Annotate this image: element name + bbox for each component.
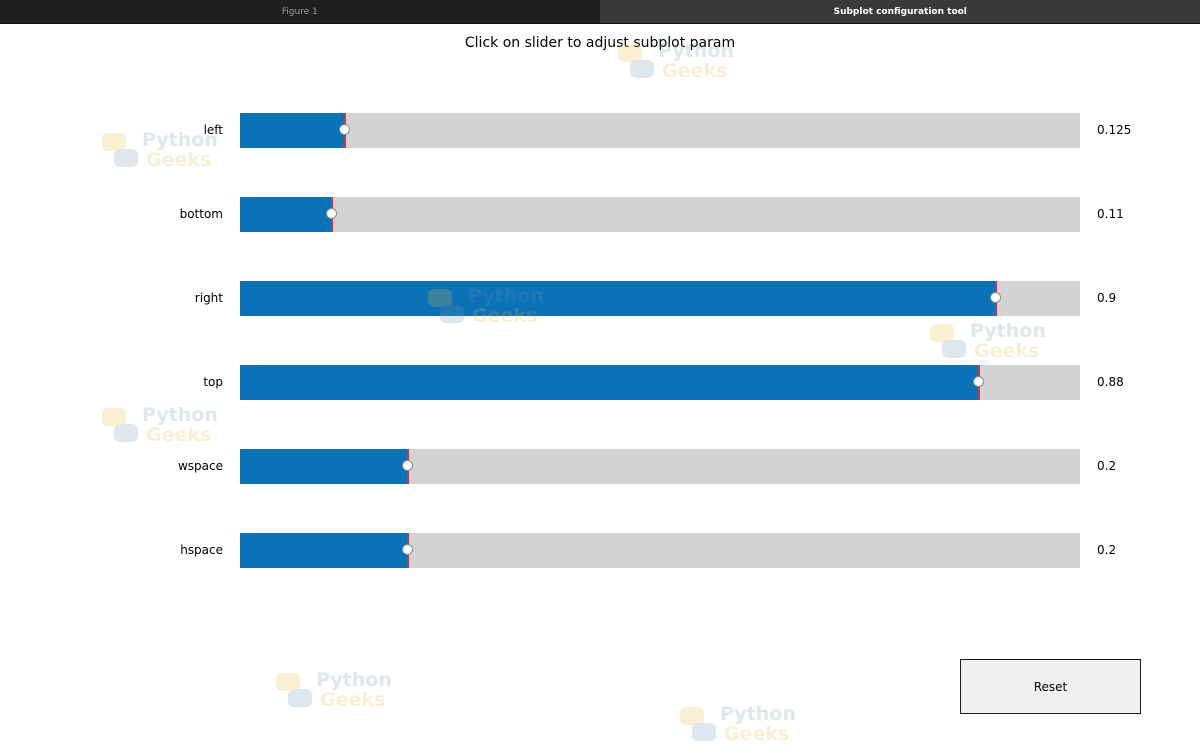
slider-row-top: top 0.88 [0, 365, 1200, 400]
watermark-line2: Geeks [146, 424, 212, 446]
watermark-line2: Geeks [662, 60, 728, 82]
watermark-line2: Geeks [320, 689, 386, 711]
slider-value: 0.11 [1097, 207, 1124, 221]
python-logo-icon [930, 324, 966, 358]
slider-fill [240, 281, 996, 316]
slider-top[interactable] [240, 365, 1080, 400]
slider-wspace[interactable] [240, 449, 1080, 484]
slider-row-hspace: hspace 0.2 [0, 533, 1200, 568]
python-logo-icon [102, 408, 138, 442]
slider-handle[interactable] [339, 124, 350, 135]
watermark-line2: Geeks [974, 340, 1040, 362]
watermark-line1: Python [970, 320, 1046, 342]
slider-row-bottom: bottom 0.11 [0, 197, 1200, 232]
page-title: Click on slider to adjust subplot param [464, 35, 736, 51]
watermark-line1: Python [720, 703, 796, 725]
slider-handle[interactable] [402, 460, 413, 471]
slider-handle[interactable] [973, 376, 985, 387]
tab-figure-1[interactable]: Figure 1 [0, 0, 601, 24]
slider-row-wspace: wspace 0.2 [0, 449, 1200, 484]
slider-fill [240, 365, 980, 400]
tab-bar: Figure 1 Subplot configuration tool [0, 0, 1200, 24]
slider-left[interactable] [240, 113, 1080, 148]
slider-value: 0.9 [1097, 291, 1117, 305]
slider-value: 0.125 [1097, 123, 1132, 137]
slider-hspace[interactable] [240, 533, 1080, 568]
slider-fill [240, 533, 408, 568]
watermark: Python Geeks [678, 703, 798, 745]
slider-label: top [203, 375, 223, 389]
python-logo-icon [680, 707, 716, 741]
slider-handle[interactable] [990, 292, 1001, 303]
slider-fill [240, 197, 333, 232]
watermark-line2: Geeks [724, 723, 790, 745]
watermark: Python Geeks [928, 320, 1048, 362]
slider-label: hspace [180, 543, 223, 557]
slider-row-left: left 0.125 [0, 113, 1200, 148]
slider-handle[interactable] [402, 544, 413, 555]
slider-value: 0.2 [1097, 459, 1117, 473]
slider-right[interactable] [240, 281, 1080, 316]
python-logo-icon [276, 673, 312, 707]
watermark-line1: Python [316, 669, 392, 691]
tab-subplot-configuration-tool[interactable]: Subplot configuration tool [600, 0, 1200, 24]
watermark: Python Geeks [274, 669, 394, 711]
reset-button[interactable]: Reset [960, 659, 1141, 714]
slider-row-right: right 0.9 [0, 281, 1200, 316]
watermark: Python Geeks [100, 404, 220, 446]
slider-value: 0.2 [1097, 543, 1117, 557]
slider-value: 0.88 [1097, 375, 1124, 389]
slider-fill [240, 449, 408, 484]
slider-fill [240, 113, 345, 148]
slider-label: wspace [177, 459, 223, 473]
watermark-line2: Geeks [146, 149, 212, 171]
slider-bottom[interactable] [240, 197, 1080, 232]
slider-label: right [194, 291, 223, 305]
slider-label: bottom [179, 207, 223, 221]
slider-label: left [203, 123, 223, 137]
watermark-line1: Python [142, 404, 218, 426]
slider-handle[interactable] [326, 208, 338, 219]
